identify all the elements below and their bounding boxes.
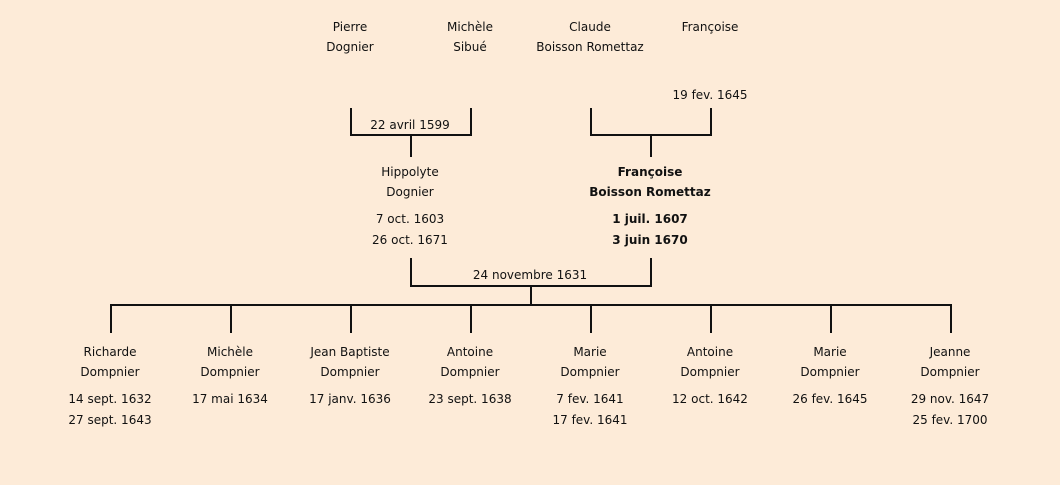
birth-date: 17 mai 1634 xyxy=(192,392,268,406)
first-name: Antoine xyxy=(446,345,494,359)
last-name: Sibué xyxy=(453,40,487,54)
grandparent-claude-boisson-romettaz: Claude Boisson Romettaz xyxy=(510,17,670,57)
grandparent-francoise: Françoise xyxy=(630,17,790,37)
birth-date: 17 janv. 1636 xyxy=(309,392,391,406)
connector-line xyxy=(530,285,532,305)
last-name: Dompnier xyxy=(680,365,740,379)
child-person: Marie Dompnier 7 fev. 1641 17 fev. 1641 xyxy=(510,342,670,431)
first-name: Michèle xyxy=(447,20,493,34)
children-connector-line xyxy=(110,304,952,306)
father-hippolyte-dognier: Hippolyte Dognier 7 oct. 1603 26 oct. 16… xyxy=(330,162,490,251)
connector-line xyxy=(410,134,412,157)
birth-date: 7 oct. 1603 xyxy=(375,212,445,226)
child-connector-line xyxy=(470,304,472,333)
child-person: Jean Baptiste Dompnier 17 janv. 1636 xyxy=(270,342,430,410)
death-date: 26 oct. 1671 xyxy=(372,233,448,247)
first-name: Françoise xyxy=(681,20,739,34)
last-name: Boisson Romettaz xyxy=(536,40,644,54)
connector-line xyxy=(590,108,592,136)
first-name: Michèle xyxy=(207,345,253,359)
child-person: Antoine Dompnier 23 sept. 1638 xyxy=(390,342,550,410)
birth-date: 23 sept. 1638 xyxy=(428,392,512,406)
child-connector-line xyxy=(950,304,952,333)
connector-line xyxy=(650,134,652,157)
first-name: Jeanne xyxy=(929,345,971,359)
child-connector-line xyxy=(350,304,352,333)
birth-date: 29 nov. 1647 xyxy=(910,392,990,406)
birth-date: 26 fev. 1645 xyxy=(792,392,868,406)
child-person: Jeanne Dompnier 29 nov. 1647 25 fev. 1700 xyxy=(870,342,1030,431)
grandparent-francoise-date: 19 fev. 1645 xyxy=(672,88,748,102)
last-name: Dompnier xyxy=(320,365,380,379)
child-connector-line xyxy=(710,304,712,333)
last-name: Dognier xyxy=(386,185,434,199)
last-name: Dompnier xyxy=(440,365,500,379)
marriage-date-1: 22 avril 1599 xyxy=(370,118,450,132)
birth-date: 7 fev. 1641 xyxy=(556,392,624,406)
first-name: Jean Baptiste xyxy=(310,345,390,359)
connector-line xyxy=(470,108,472,136)
death-date: 27 sept. 1643 xyxy=(68,413,152,427)
first-name: Richarde xyxy=(83,345,137,359)
first-name: Françoise xyxy=(617,165,683,179)
first-name: Hippolyte xyxy=(381,165,439,179)
first-name: Antoine xyxy=(686,345,734,359)
last-name: Boisson Romettaz xyxy=(589,185,711,199)
grandparent-pierre-dognier: Pierre Dognier xyxy=(270,17,430,57)
birth-date: 1 juil. 1607 xyxy=(612,212,688,226)
first-name: Marie xyxy=(573,345,607,359)
grandparent-michele-sibue: Michèle Sibué xyxy=(390,17,550,57)
connector-line xyxy=(350,108,352,136)
death-date: 3 juin 1670 xyxy=(612,233,688,247)
child-person: Richarde Dompnier 14 sept. 1632 27 sept. 16… xyxy=(30,342,190,431)
first-name: Pierre xyxy=(332,20,368,34)
first-name: Marie xyxy=(813,345,847,359)
last-name: Dompnier xyxy=(800,365,860,379)
child-person: Michèle Dompnier 17 mai 1634 xyxy=(150,342,310,410)
last-name: Dognier xyxy=(326,40,374,54)
connector-line xyxy=(410,258,412,287)
birth-date: 14 sept. 1632 xyxy=(68,392,152,406)
mother-francoise-boisson-romettaz: Françoise Boisson Romettaz 1 juil. 1607 … xyxy=(570,162,730,251)
last-name: Dompnier xyxy=(920,365,980,379)
last-name: Dompnier xyxy=(200,365,260,379)
death-date: 25 fev. 1700 xyxy=(912,413,988,427)
child-connector-line xyxy=(230,304,232,333)
last-name: Dompnier xyxy=(80,365,140,379)
first-name: Claude xyxy=(569,20,611,34)
connector-line xyxy=(650,258,652,287)
child-connector-line xyxy=(590,304,592,333)
child-connector-line xyxy=(110,304,112,333)
child-person: Antoine Dompnier 12 oct. 1642 xyxy=(630,342,790,410)
connector-line xyxy=(710,108,712,136)
birth-date: 12 oct. 1642 xyxy=(672,392,748,406)
child-person: Marie Dompnier 26 fev. 1645 xyxy=(750,342,910,410)
marriage-date-2: 24 novembre 1631 xyxy=(472,268,588,282)
child-connector-line xyxy=(830,304,832,333)
death-date: 17 fev. 1641 xyxy=(552,413,628,427)
last-name: Dompnier xyxy=(560,365,620,379)
